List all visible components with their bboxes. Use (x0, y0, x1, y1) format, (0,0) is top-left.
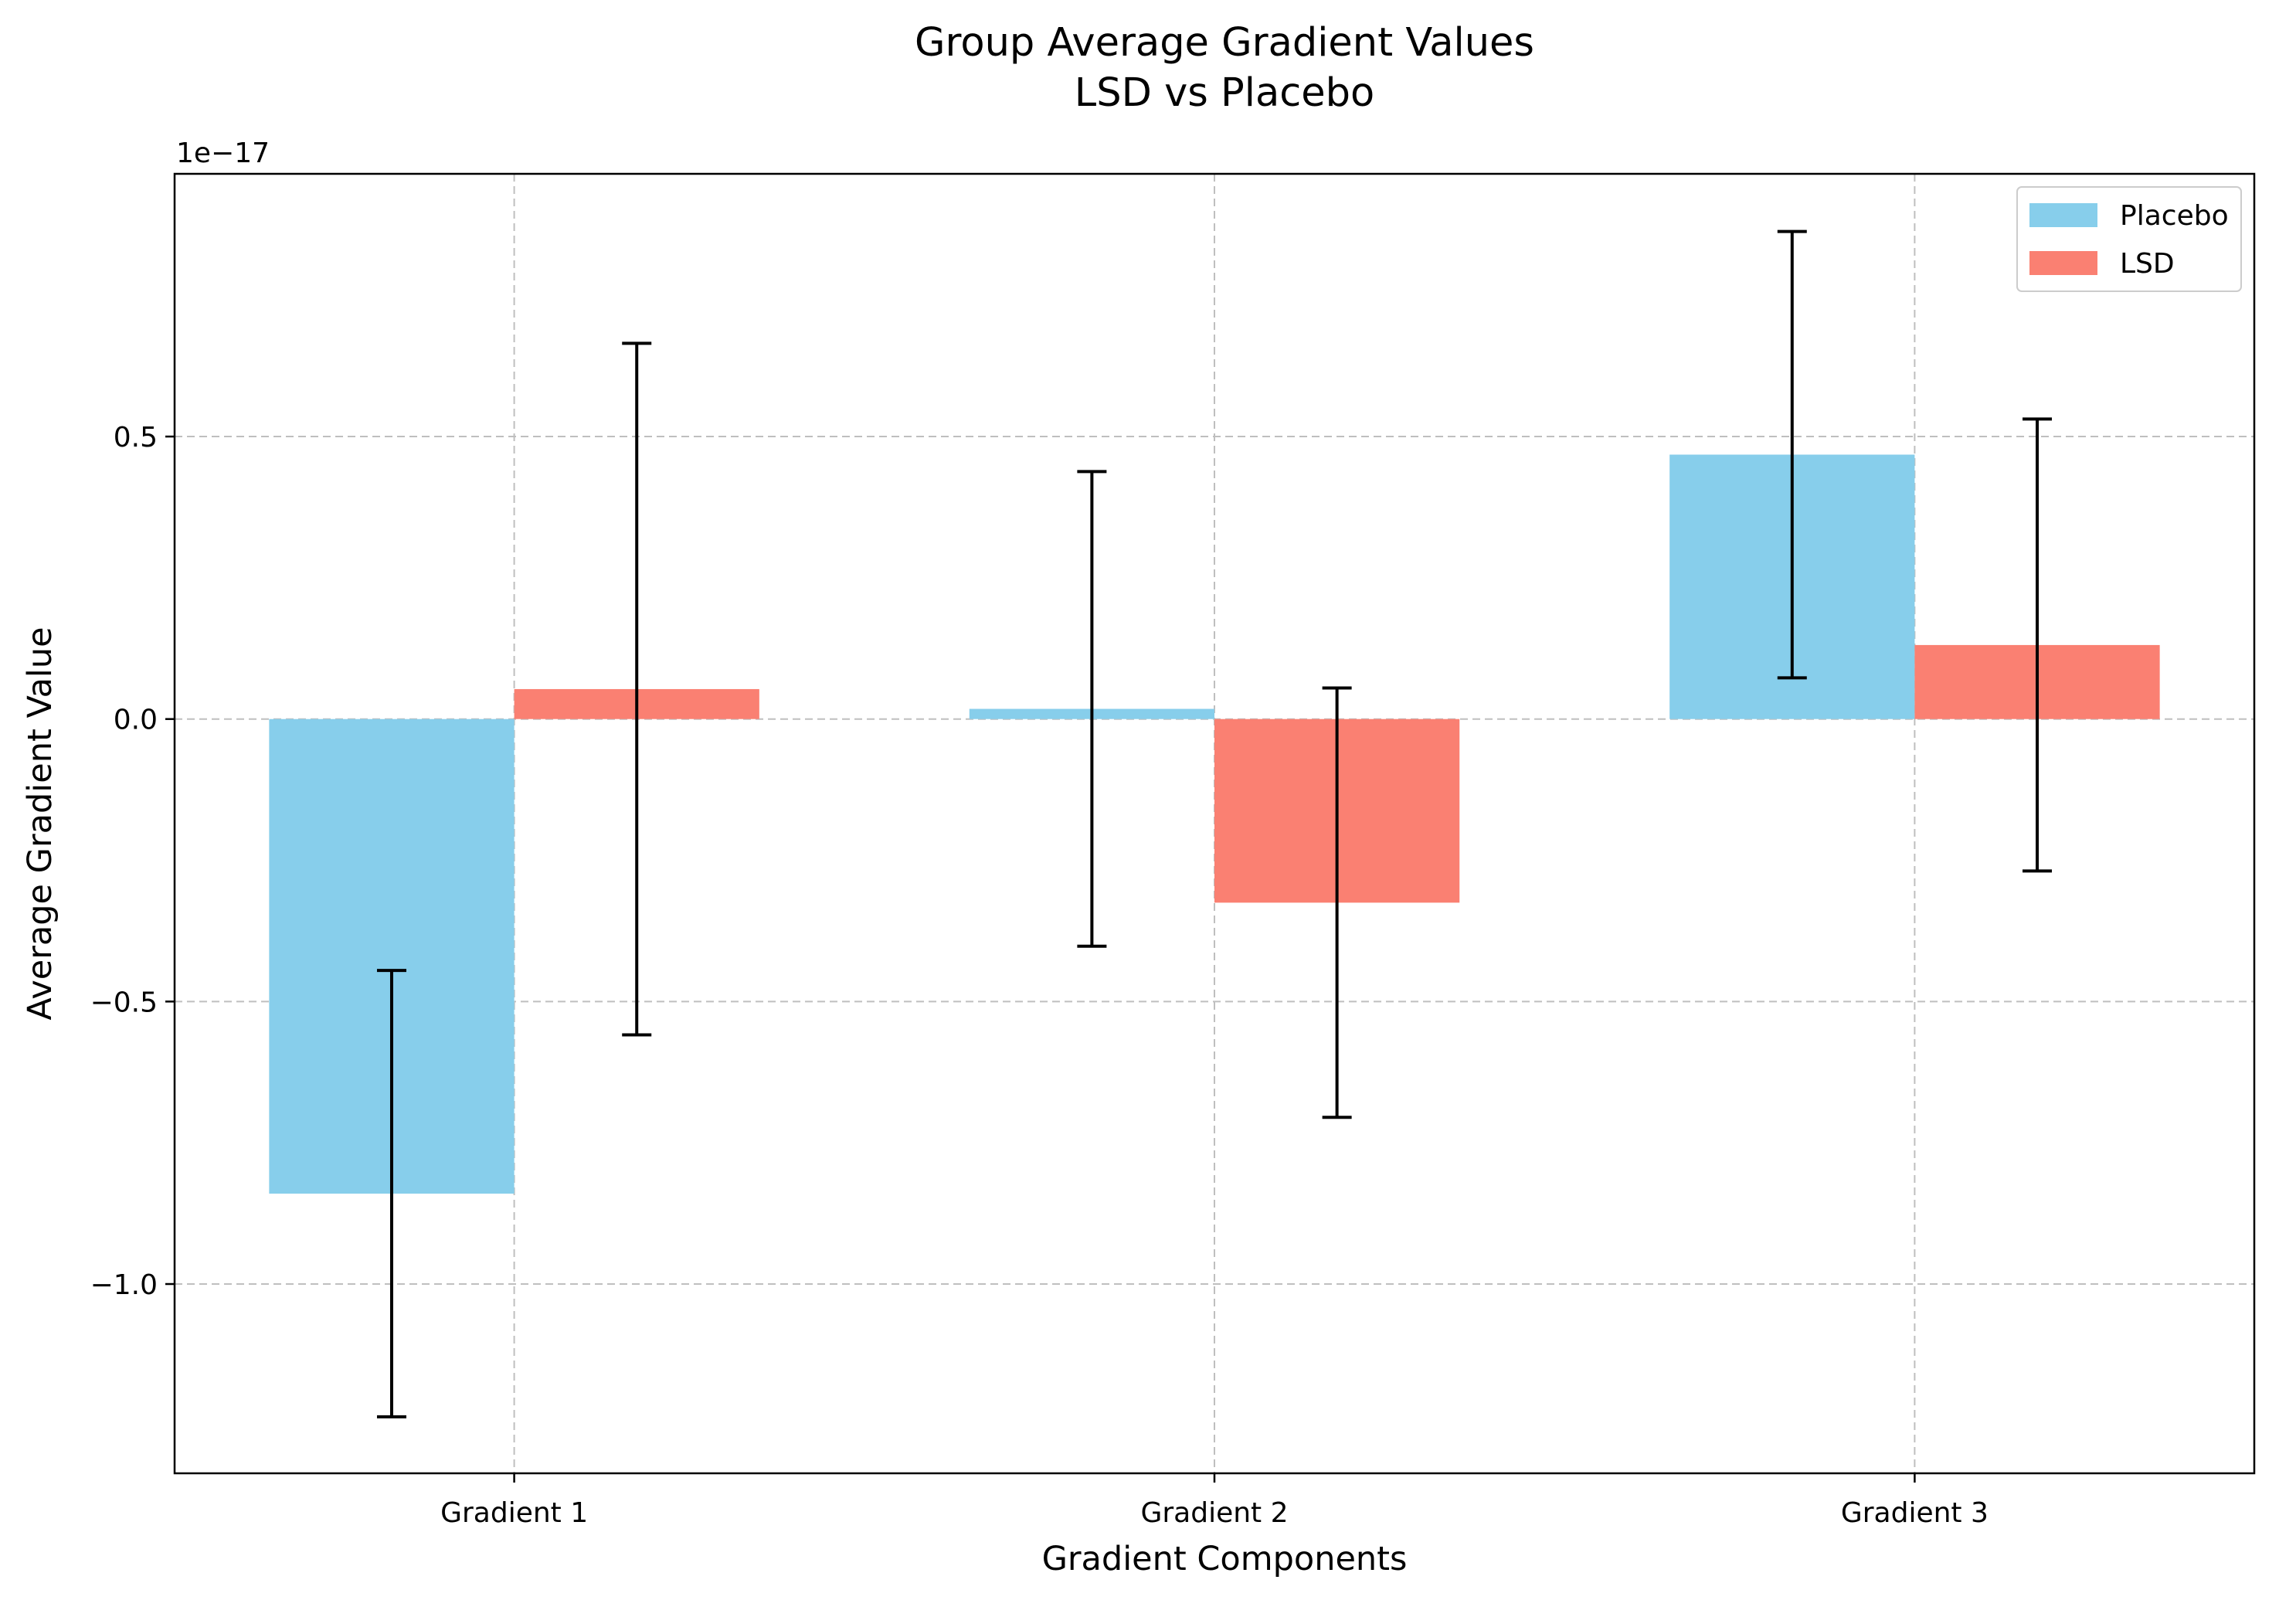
y-tick-label: 0.0 (114, 705, 158, 736)
legend-label-lsd: LSD (2120, 248, 2175, 280)
ticks: −1.0 −0.5 0.0 0.5 Gradient 1 Gradient 2 Gradie… (90, 422, 1989, 1529)
y-tick-label: 0.5 (114, 422, 158, 454)
legend: Placebo LSD (2016, 186, 2242, 292)
legend-swatch-placebo (2029, 203, 2097, 227)
error-bars (376, 229, 2053, 1418)
x-axis-label: Gradient Components (1042, 1540, 1408, 1578)
chart-title: Group Average Gradient Values (915, 20, 1534, 66)
y-tick-label: −0.5 (90, 987, 158, 1018)
y-tick-label: −1.0 (90, 1269, 158, 1301)
x-tick-label: Gradient 2 (1140, 1497, 1288, 1529)
legend-swatch-lsd (2029, 251, 2097, 275)
y-offset-text: 1e−17 (176, 138, 270, 169)
x-tick-label: Gradient 1 (440, 1497, 588, 1529)
chart-subtitle: LSD vs Placebo (1075, 70, 1374, 116)
x-tick-label: Gradient 3 (1841, 1497, 1989, 1529)
y-axis-label: Average Gradient Value (21, 627, 59, 1020)
legend-label-placebo: Placebo (2120, 200, 2229, 232)
